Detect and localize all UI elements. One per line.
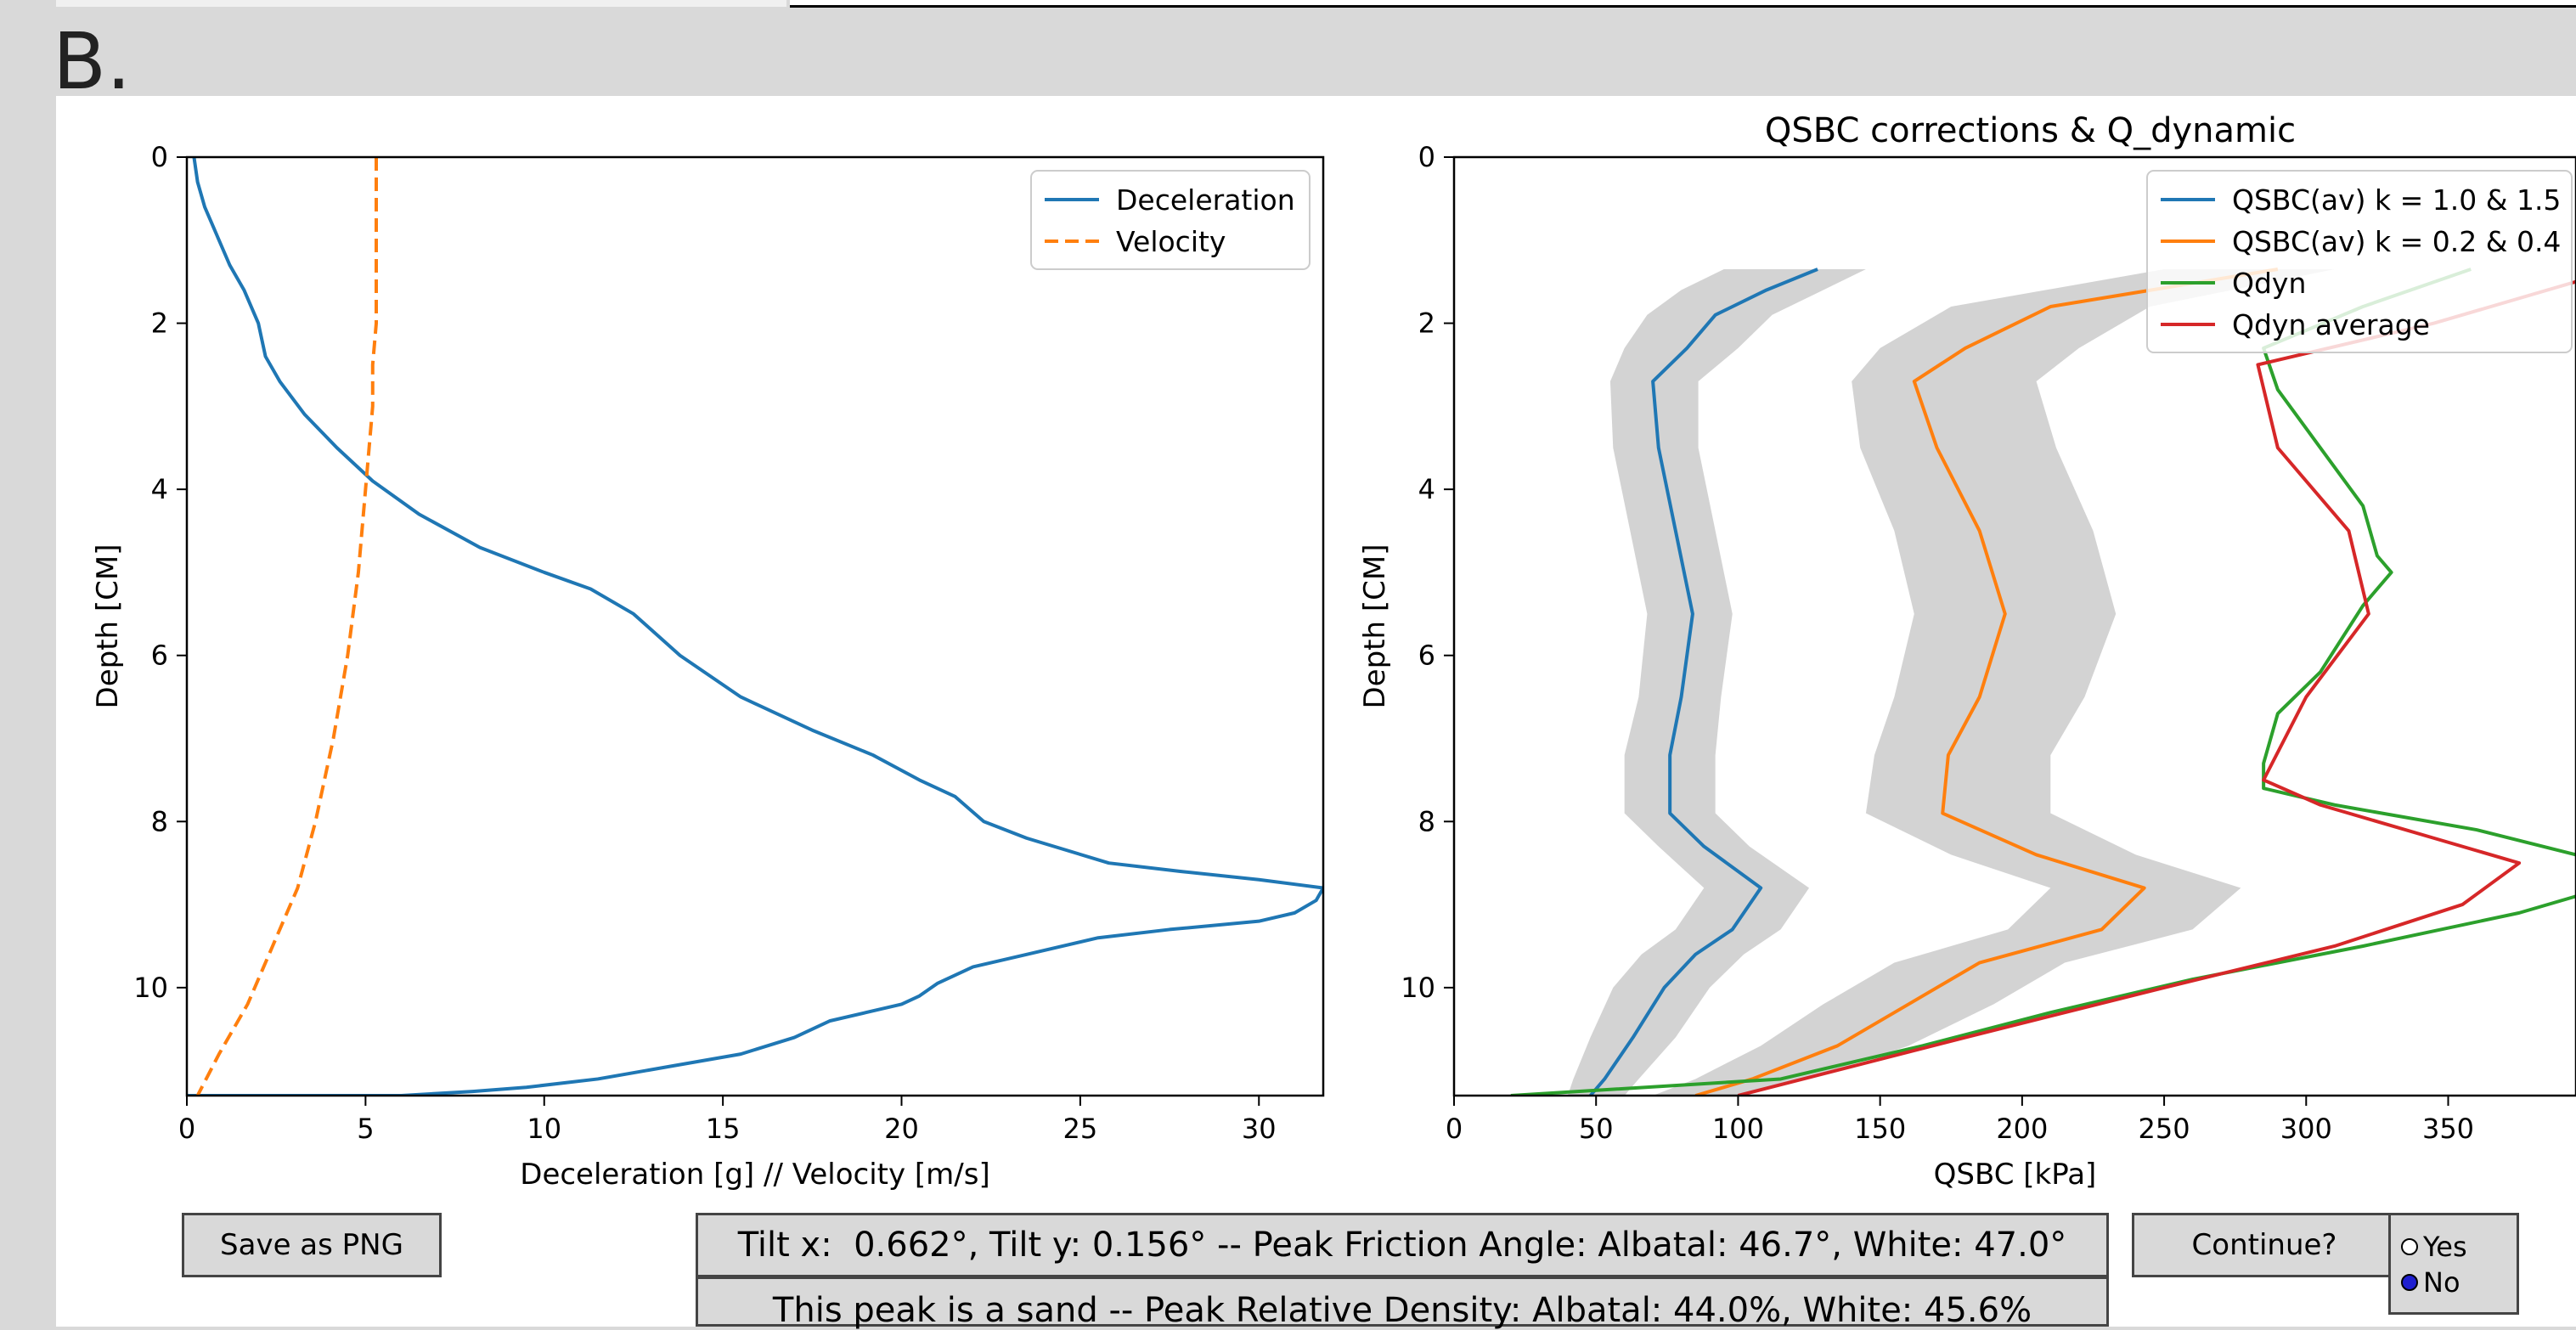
series-line-qsbc-av-k-1-0-1-5: [1589, 268, 1818, 1096]
top-panel-left-strip: [56, 0, 786, 7]
deceleration-velocity-chart: 0 5 10 15 20 25 30 0 2 4 6 8 10 Deceleration [g] // V…: [91, 141, 1325, 1192]
y-tick-label: 2: [1418, 307, 1435, 340]
x-axis-label: Deceleration [g] // Velocity [m/s]: [520, 1158, 989, 1192]
legend-label-qsbc-av-k-0-2-0-4: QSBC(av) k = 0.2 & 0.4: [2232, 225, 2561, 258]
y-axis-label: Depth [CM]: [91, 544, 125, 709]
radio-option-no[interactable]: No: [2401, 1266, 2460, 1299]
y-axis-label: Depth [CM]: [1358, 544, 1392, 709]
series-line-qsbc-av-k-0-2-0-4: [1694, 268, 2279, 1096]
x-tick-label: 350: [2422, 1113, 2474, 1145]
x-tick-label: 10: [527, 1113, 561, 1145]
series-line-velocity: [195, 157, 378, 1096]
series-line-deceleration: [187, 157, 1323, 1096]
top-panel-right-strip: [790, 0, 2576, 8]
y-tick-label: 6: [1418, 640, 1435, 672]
x-tick-label: 15: [706, 1113, 741, 1145]
legend-box: [2146, 170, 2573, 353]
band-qsbc-av-k-0-2-0-4: [1653, 269, 2335, 1096]
section-label: B.: [53, 16, 132, 107]
x-tick-label: 200: [1996, 1113, 2048, 1145]
plot-frame: [1452, 155, 2576, 1097]
y-tick-label: 6: [151, 640, 168, 672]
legend-label-velocity: Velocity: [1116, 225, 1226, 258]
y-tick-label: 4: [1418, 473, 1435, 505]
radio-option-yes[interactable]: Yes: [2401, 1231, 2467, 1263]
x-tick-label: 5: [357, 1113, 374, 1145]
radio-yes-label: Yes: [2423, 1231, 2467, 1263]
x-tick-label: 20: [884, 1113, 919, 1145]
x-axis-label: QSBC [kPa]: [1934, 1158, 2097, 1192]
tilt-friction-angle-info: Tilt x: 0.662°, Tilt y: 0.156° -- Peak F…: [696, 1213, 2109, 1277]
plot-frame: [185, 155, 1325, 1097]
qsbc-corrections-chart: 0 50 100 150 200 250 300 350 0 2 4 6 8 10 QSBC [kPa] De…: [1358, 111, 2576, 1192]
y-tick-label: 2: [151, 307, 168, 340]
x-tick-label: 100: [1712, 1113, 1764, 1145]
x-tick-label: 300: [2280, 1113, 2332, 1145]
legend-label-deceleration: Deceleration: [1116, 183, 1295, 217]
y-tick-label: 4: [151, 473, 168, 505]
y-tick-label: 8: [1418, 805, 1435, 837]
x-tick-label: 50: [1579, 1113, 1614, 1145]
radio-no-label: No: [2423, 1266, 2460, 1299]
legend-box: [1030, 170, 1311, 270]
x-tick-label: 150: [1854, 1113, 1906, 1145]
figure-canvas: 0 5 10 15 20 25 30 0 2 4 6 8 10 Deceleration [g] // V…: [56, 96, 2576, 1327]
relative-density-info: This peak is a sand -- Peak Relative Den…: [696, 1276, 2109, 1330]
legend-label-qdyn-average: Qdyn average: [2232, 308, 2430, 341]
y-tick-label: 8: [151, 805, 168, 837]
continue-radio-group: Yes No: [2388, 1213, 2519, 1315]
x-tick-label: 30: [1242, 1113, 1277, 1145]
y-tick-label: 0: [151, 141, 168, 173]
y-tick-label: 10: [133, 972, 168, 1004]
y-tick-label: 10: [1401, 972, 1435, 1004]
continue-button[interactable]: Continue?: [2132, 1213, 2397, 1277]
chart-title: QSBC corrections & Q_dynamic: [1765, 111, 2296, 150]
x-tick-label: 250: [2139, 1113, 2190, 1145]
radio-yes-dot[interactable]: [2401, 1238, 2418, 1255]
save-as-png-button[interactable]: Save as PNG: [182, 1213, 442, 1277]
y-tick-label: 0: [1418, 141, 1435, 173]
plot-area: [1510, 268, 2576, 1096]
radio-no-dot[interactable]: [2401, 1274, 2418, 1291]
legend-label-qsbc-av-k-1-0-1-5: QSBC(av) k = 1.0 & 1.5: [2232, 183, 2561, 217]
plot-area: [187, 157, 1323, 1096]
band-qsbc-av-k-1-0-1-5: [1567, 269, 1866, 1096]
legend-label-qdyn: Qdyn: [2232, 267, 2306, 300]
x-tick-label: 25: [1063, 1113, 1098, 1145]
x-tick-label: 0: [178, 1113, 195, 1145]
series-line-qdyn-average: [1737, 279, 2576, 1096]
x-tick-label: 0: [1446, 1113, 1463, 1145]
